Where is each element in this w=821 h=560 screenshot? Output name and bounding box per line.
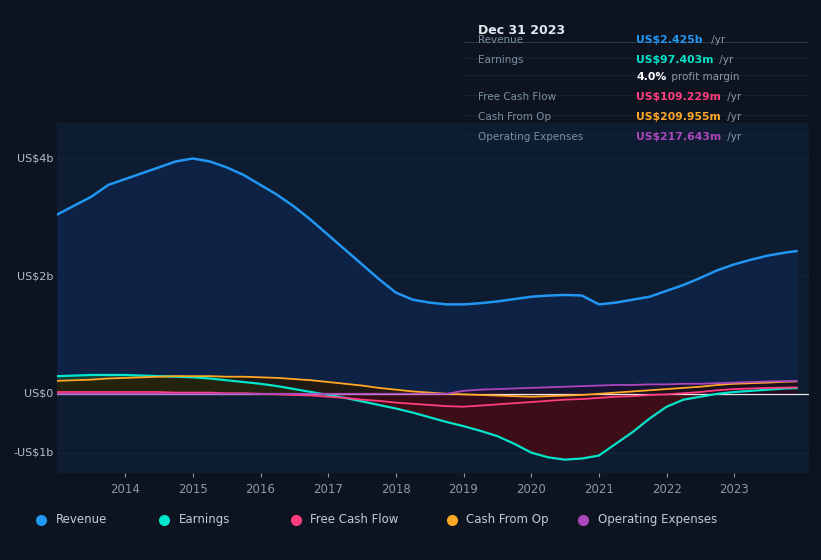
Text: US$4b: US$4b <box>17 153 53 164</box>
Text: Cash From Op: Cash From Op <box>466 514 548 526</box>
Text: 4.0%: 4.0% <box>636 72 667 82</box>
Text: /yr: /yr <box>708 35 725 45</box>
Text: /yr: /yr <box>724 132 741 142</box>
Text: Free Cash Flow: Free Cash Flow <box>478 92 556 102</box>
Text: /yr: /yr <box>724 92 741 102</box>
Text: Cash From Op: Cash From Op <box>478 113 551 123</box>
Text: Revenue: Revenue <box>478 35 523 45</box>
Text: /yr: /yr <box>724 113 741 123</box>
Text: Dec 31 2023: Dec 31 2023 <box>478 24 565 37</box>
Text: /yr: /yr <box>716 55 733 66</box>
Text: Operating Expenses: Operating Expenses <box>598 514 717 526</box>
Text: US$0: US$0 <box>25 389 53 399</box>
Text: US$109.229m: US$109.229m <box>636 92 721 102</box>
Text: US$2.425b: US$2.425b <box>636 35 703 45</box>
Text: US$217.643m: US$217.643m <box>636 132 722 142</box>
Text: Earnings: Earnings <box>478 55 523 66</box>
Text: Earnings: Earnings <box>179 514 231 526</box>
Text: profit margin: profit margin <box>668 72 740 82</box>
Text: Revenue: Revenue <box>56 514 108 526</box>
Text: US$209.955m: US$209.955m <box>636 113 721 123</box>
Text: -US$1b: -US$1b <box>13 447 53 458</box>
Text: Operating Expenses: Operating Expenses <box>478 132 583 142</box>
Text: Free Cash Flow: Free Cash Flow <box>310 514 399 526</box>
Text: US$97.403m: US$97.403m <box>636 55 713 66</box>
Text: US$2b: US$2b <box>17 271 53 281</box>
